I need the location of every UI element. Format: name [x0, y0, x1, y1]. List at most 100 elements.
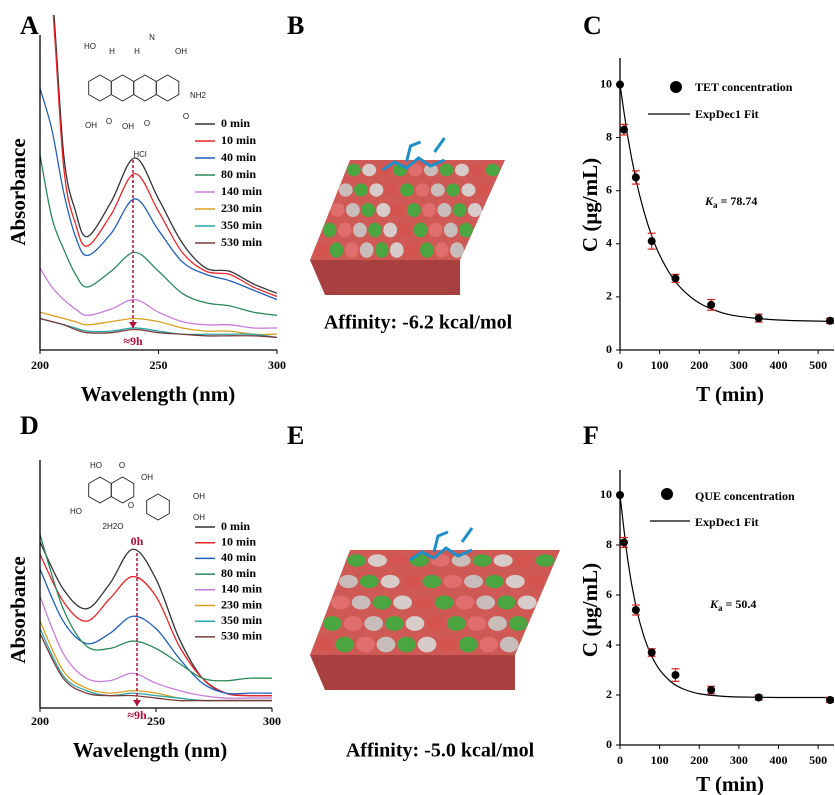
surface-atom — [362, 163, 377, 177]
spectrum-line — [40, 267, 277, 329]
annotation: ≈9h — [127, 708, 147, 722]
legend-label: 80 min — [221, 167, 256, 181]
legend-dot — [661, 488, 673, 500]
inset-label: OH — [193, 513, 205, 522]
surface-atom — [376, 636, 396, 653]
x-tick-label: 200 — [31, 714, 49, 728]
spectrum-line — [40, 534, 272, 682]
y-axis-label: C (μg/mL) — [578, 563, 602, 657]
surface-atom — [423, 163, 438, 177]
surface-atom — [364, 616, 384, 631]
rate-annotation: Ka = 50.4 — [709, 597, 756, 613]
inset-label: HO — [90, 461, 102, 470]
ring — [155, 74, 180, 102]
surface-atom — [367, 554, 387, 567]
x-tick-label: 100 — [651, 358, 669, 372]
rate-symbol: K — [704, 194, 714, 208]
y-tick-label: 10 — [600, 487, 612, 501]
surface-atom — [485, 163, 500, 177]
x-axis-label: Wavelength (nm) — [81, 382, 236, 406]
surface-atom — [398, 222, 413, 238]
surface-atom — [405, 616, 425, 631]
surface-atom — [484, 574, 504, 589]
surface-atom — [372, 595, 392, 610]
surface-atom — [461, 183, 476, 197]
surface-atom — [415, 183, 430, 197]
surface-atom — [346, 554, 366, 567]
surface-atom — [420, 242, 434, 258]
x-axis-label: Wavelength (nm) — [73, 738, 228, 762]
ring — [88, 74, 112, 102]
surface-atom — [458, 636, 478, 653]
surface-atom — [437, 203, 452, 217]
y-tick-label: 2 — [606, 687, 612, 701]
x-tick-label: 100 — [651, 753, 669, 767]
surface-atom — [335, 636, 355, 653]
inset-label: HO — [70, 507, 82, 516]
y-tick-label: 0 — [606, 342, 612, 356]
ring — [133, 74, 157, 102]
inset-label: 2H2O — [103, 522, 124, 531]
y-tick-label: 10 — [600, 76, 612, 90]
surface-atom — [426, 616, 445, 631]
ring — [110, 74, 135, 102]
panel-label: B — [287, 11, 304, 40]
legend-label: QUE concentration — [695, 489, 795, 503]
surface-atom — [344, 242, 359, 258]
x-tick-label: 500 — [809, 753, 827, 767]
surface-atom — [338, 183, 353, 197]
surface-atom — [413, 595, 433, 610]
surface-atom — [443, 222, 458, 238]
legend-label: TET concentration — [695, 80, 793, 94]
inset-label: OH — [193, 492, 205, 501]
data-point — [754, 693, 763, 702]
affinity-caption: Affinity: -5.0 kcal/mol — [346, 740, 535, 762]
ring — [88, 476, 112, 504]
rate-subscript: a — [718, 603, 723, 613]
y-tick-label: 0 — [606, 737, 612, 751]
surface-atom — [404, 242, 419, 258]
x-tick-label: 300 — [268, 358, 286, 372]
surface-atom — [374, 242, 389, 258]
data-point — [826, 696, 835, 704]
inset-label: OH — [175, 47, 187, 56]
spectrum-line — [40, 568, 272, 695]
surface-atom — [314, 636, 334, 653]
inset-label: OH — [141, 473, 153, 482]
legend-label: 530 min — [221, 235, 262, 249]
ligand — [409, 527, 474, 562]
rate-annotation: Ka = 78.74 — [704, 194, 757, 210]
spectrum-line — [40, 311, 277, 336]
spectrum-line — [40, 154, 277, 316]
surface-atom — [337, 222, 352, 238]
ring — [146, 493, 170, 521]
x-tick-label: 250 — [150, 358, 168, 372]
data-point — [647, 237, 656, 246]
surface-atom — [361, 203, 376, 217]
arrow-head — [129, 322, 137, 328]
surface-atom — [422, 203, 437, 217]
x-tick-label: 200 — [690, 753, 708, 767]
rate-value: = 50.4 — [723, 597, 757, 611]
surface-atom — [496, 595, 516, 610]
x-tick-label: 300 — [730, 753, 748, 767]
surface-atom — [356, 636, 375, 653]
data-point — [631, 606, 640, 614]
spectrum-line — [52, 15, 277, 298]
surface-atom — [351, 595, 371, 610]
legend-label: 350 min — [221, 613, 262, 627]
surface-atom — [413, 222, 428, 238]
inset-label: O — [106, 117, 112, 126]
y-axis-label: Absorbance — [6, 556, 30, 663]
surface-atom — [422, 574, 442, 589]
surface-atom — [329, 242, 344, 258]
surface-atom — [499, 636, 519, 653]
surface-atom — [346, 163, 361, 177]
legend-label: 0 min — [221, 116, 250, 130]
x-tick-label: 250 — [147, 714, 165, 728]
y-axis-label: Absorbance — [6, 138, 30, 245]
y-tick-label: 4 — [606, 236, 612, 250]
surface-atom — [435, 242, 449, 258]
panel-label: E — [287, 421, 304, 450]
